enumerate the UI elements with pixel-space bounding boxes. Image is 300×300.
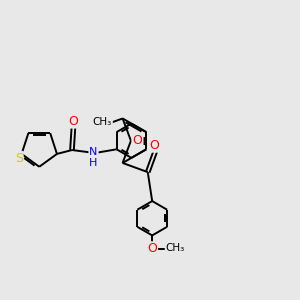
Text: S: S xyxy=(15,152,22,165)
Text: N
H: N H xyxy=(89,147,98,168)
Text: O: O xyxy=(68,115,78,128)
Text: O: O xyxy=(147,242,157,255)
Text: O: O xyxy=(149,139,159,152)
Text: CH₃: CH₃ xyxy=(93,117,112,128)
Text: O: O xyxy=(133,134,142,147)
Text: CH₃: CH₃ xyxy=(166,243,185,253)
